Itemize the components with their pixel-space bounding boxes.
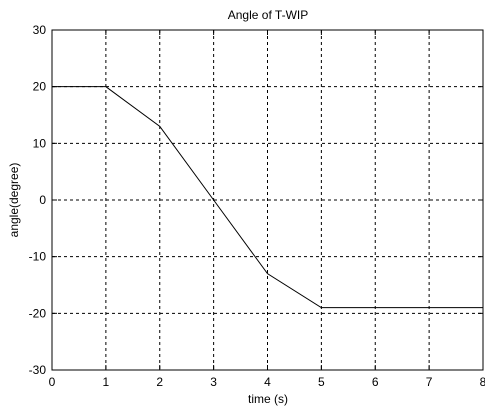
y-axis-title: angle(degree) — [7, 163, 21, 238]
series-line — [52, 86, 483, 309]
x-axis-title: time (s) — [248, 392, 288, 406]
y-tick-label: 20 — [33, 80, 47, 94]
x-tick-label: 7 — [426, 375, 433, 389]
y-tick-label: 30 — [33, 23, 47, 37]
x-tick-label: 5 — [318, 375, 325, 389]
x-tick-label: 6 — [372, 375, 379, 389]
x-tick-label: 2 — [156, 375, 163, 389]
x-tick-label: 8 — [480, 375, 485, 389]
x-tick-label: 0 — [49, 375, 56, 389]
series — [52, 86, 483, 309]
y-tick-label: -30 — [29, 363, 47, 377]
chart-title: Angle of T-WIP — [228, 8, 308, 22]
x-tick-label: 3 — [210, 375, 217, 389]
y-tick-label: -10 — [29, 250, 47, 264]
y-tick-label: 0 — [39, 193, 46, 207]
x-tick-label: 4 — [264, 375, 271, 389]
ticks: 0 1 2 3 4 5 6 7 8 30 20 10 0 -10 -20 -30 — [29, 23, 485, 389]
x-tick-label: 1 — [103, 375, 110, 389]
y-tick-label: -20 — [29, 306, 47, 320]
y-tick-label: 10 — [33, 136, 47, 150]
